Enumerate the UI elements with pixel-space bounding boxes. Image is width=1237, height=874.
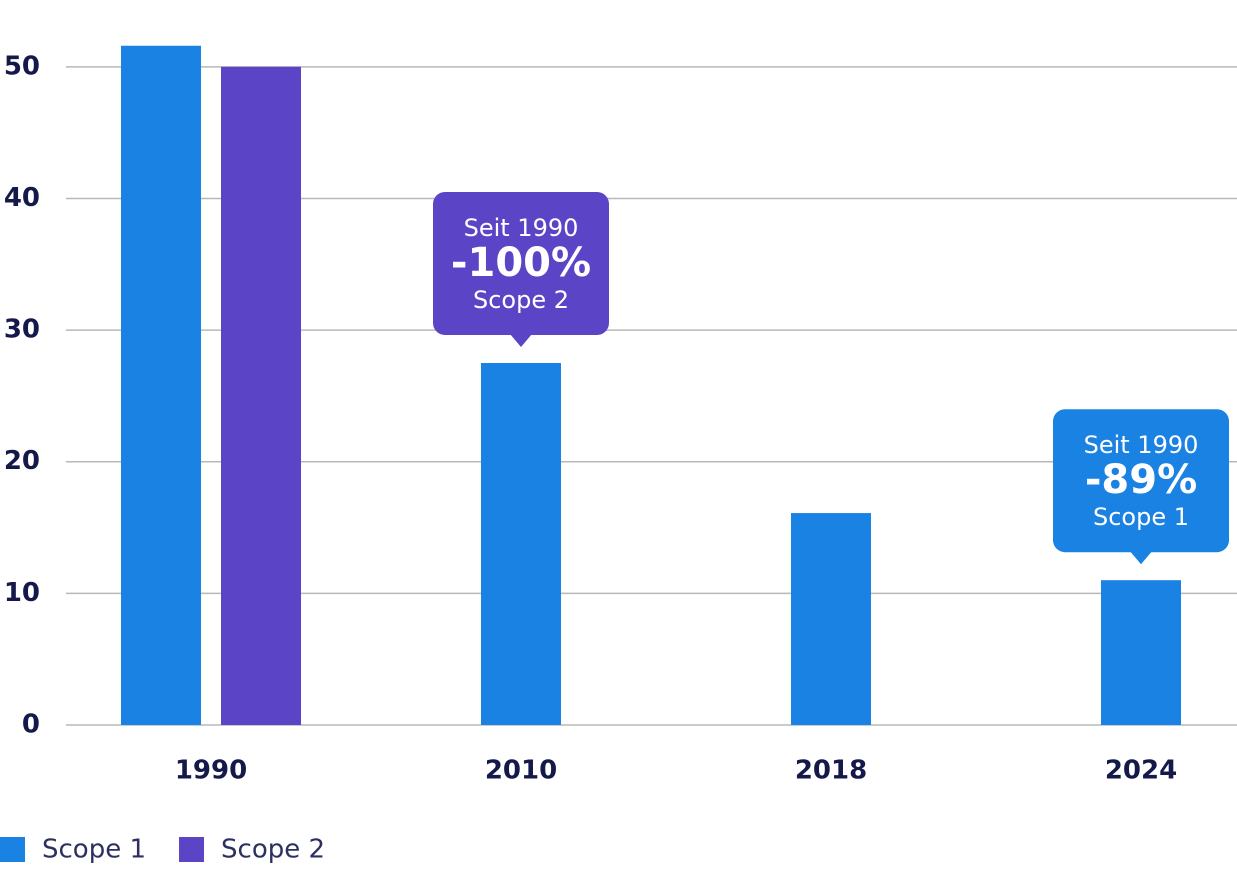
x-tick-label: 1990 [175, 756, 247, 786]
x-tick-label: 2018 [795, 756, 867, 786]
bar [481, 363, 561, 725]
bar [791, 513, 871, 725]
legend-swatch [179, 837, 205, 862]
callout-text: Scope 2 [473, 286, 569, 314]
legend-label: Scope 2 [221, 835, 325, 865]
y-tick-label: 10 [4, 578, 40, 608]
y-tick-label: 0 [22, 710, 40, 740]
callout-text: Scope 1 [1093, 503, 1189, 531]
bar [121, 45, 201, 726]
callout-box [1053, 409, 1229, 553]
y-tick-label: 50 [4, 51, 40, 81]
callout-text: Seit 1990 [464, 214, 579, 242]
callout-text: Seit 1990 [1084, 431, 1199, 459]
callout-pointer [510, 334, 532, 347]
callout-text: -89% [1085, 457, 1197, 503]
y-tick-label: 20 [4, 446, 40, 476]
y-tick-label: 40 [4, 183, 40, 213]
callout-box [433, 192, 609, 335]
x-tick-label: 2010 [485, 756, 557, 786]
legend-swatch [0, 837, 25, 862]
bar [1101, 580, 1181, 725]
callout-pointer [1130, 551, 1152, 565]
x-tick-label: 2024 [1105, 756, 1177, 786]
legend-label: Scope 1 [42, 835, 146, 865]
y-tick-label: 30 [4, 315, 40, 345]
callout-text: -100% [451, 240, 591, 286]
bar [221, 66, 301, 726]
